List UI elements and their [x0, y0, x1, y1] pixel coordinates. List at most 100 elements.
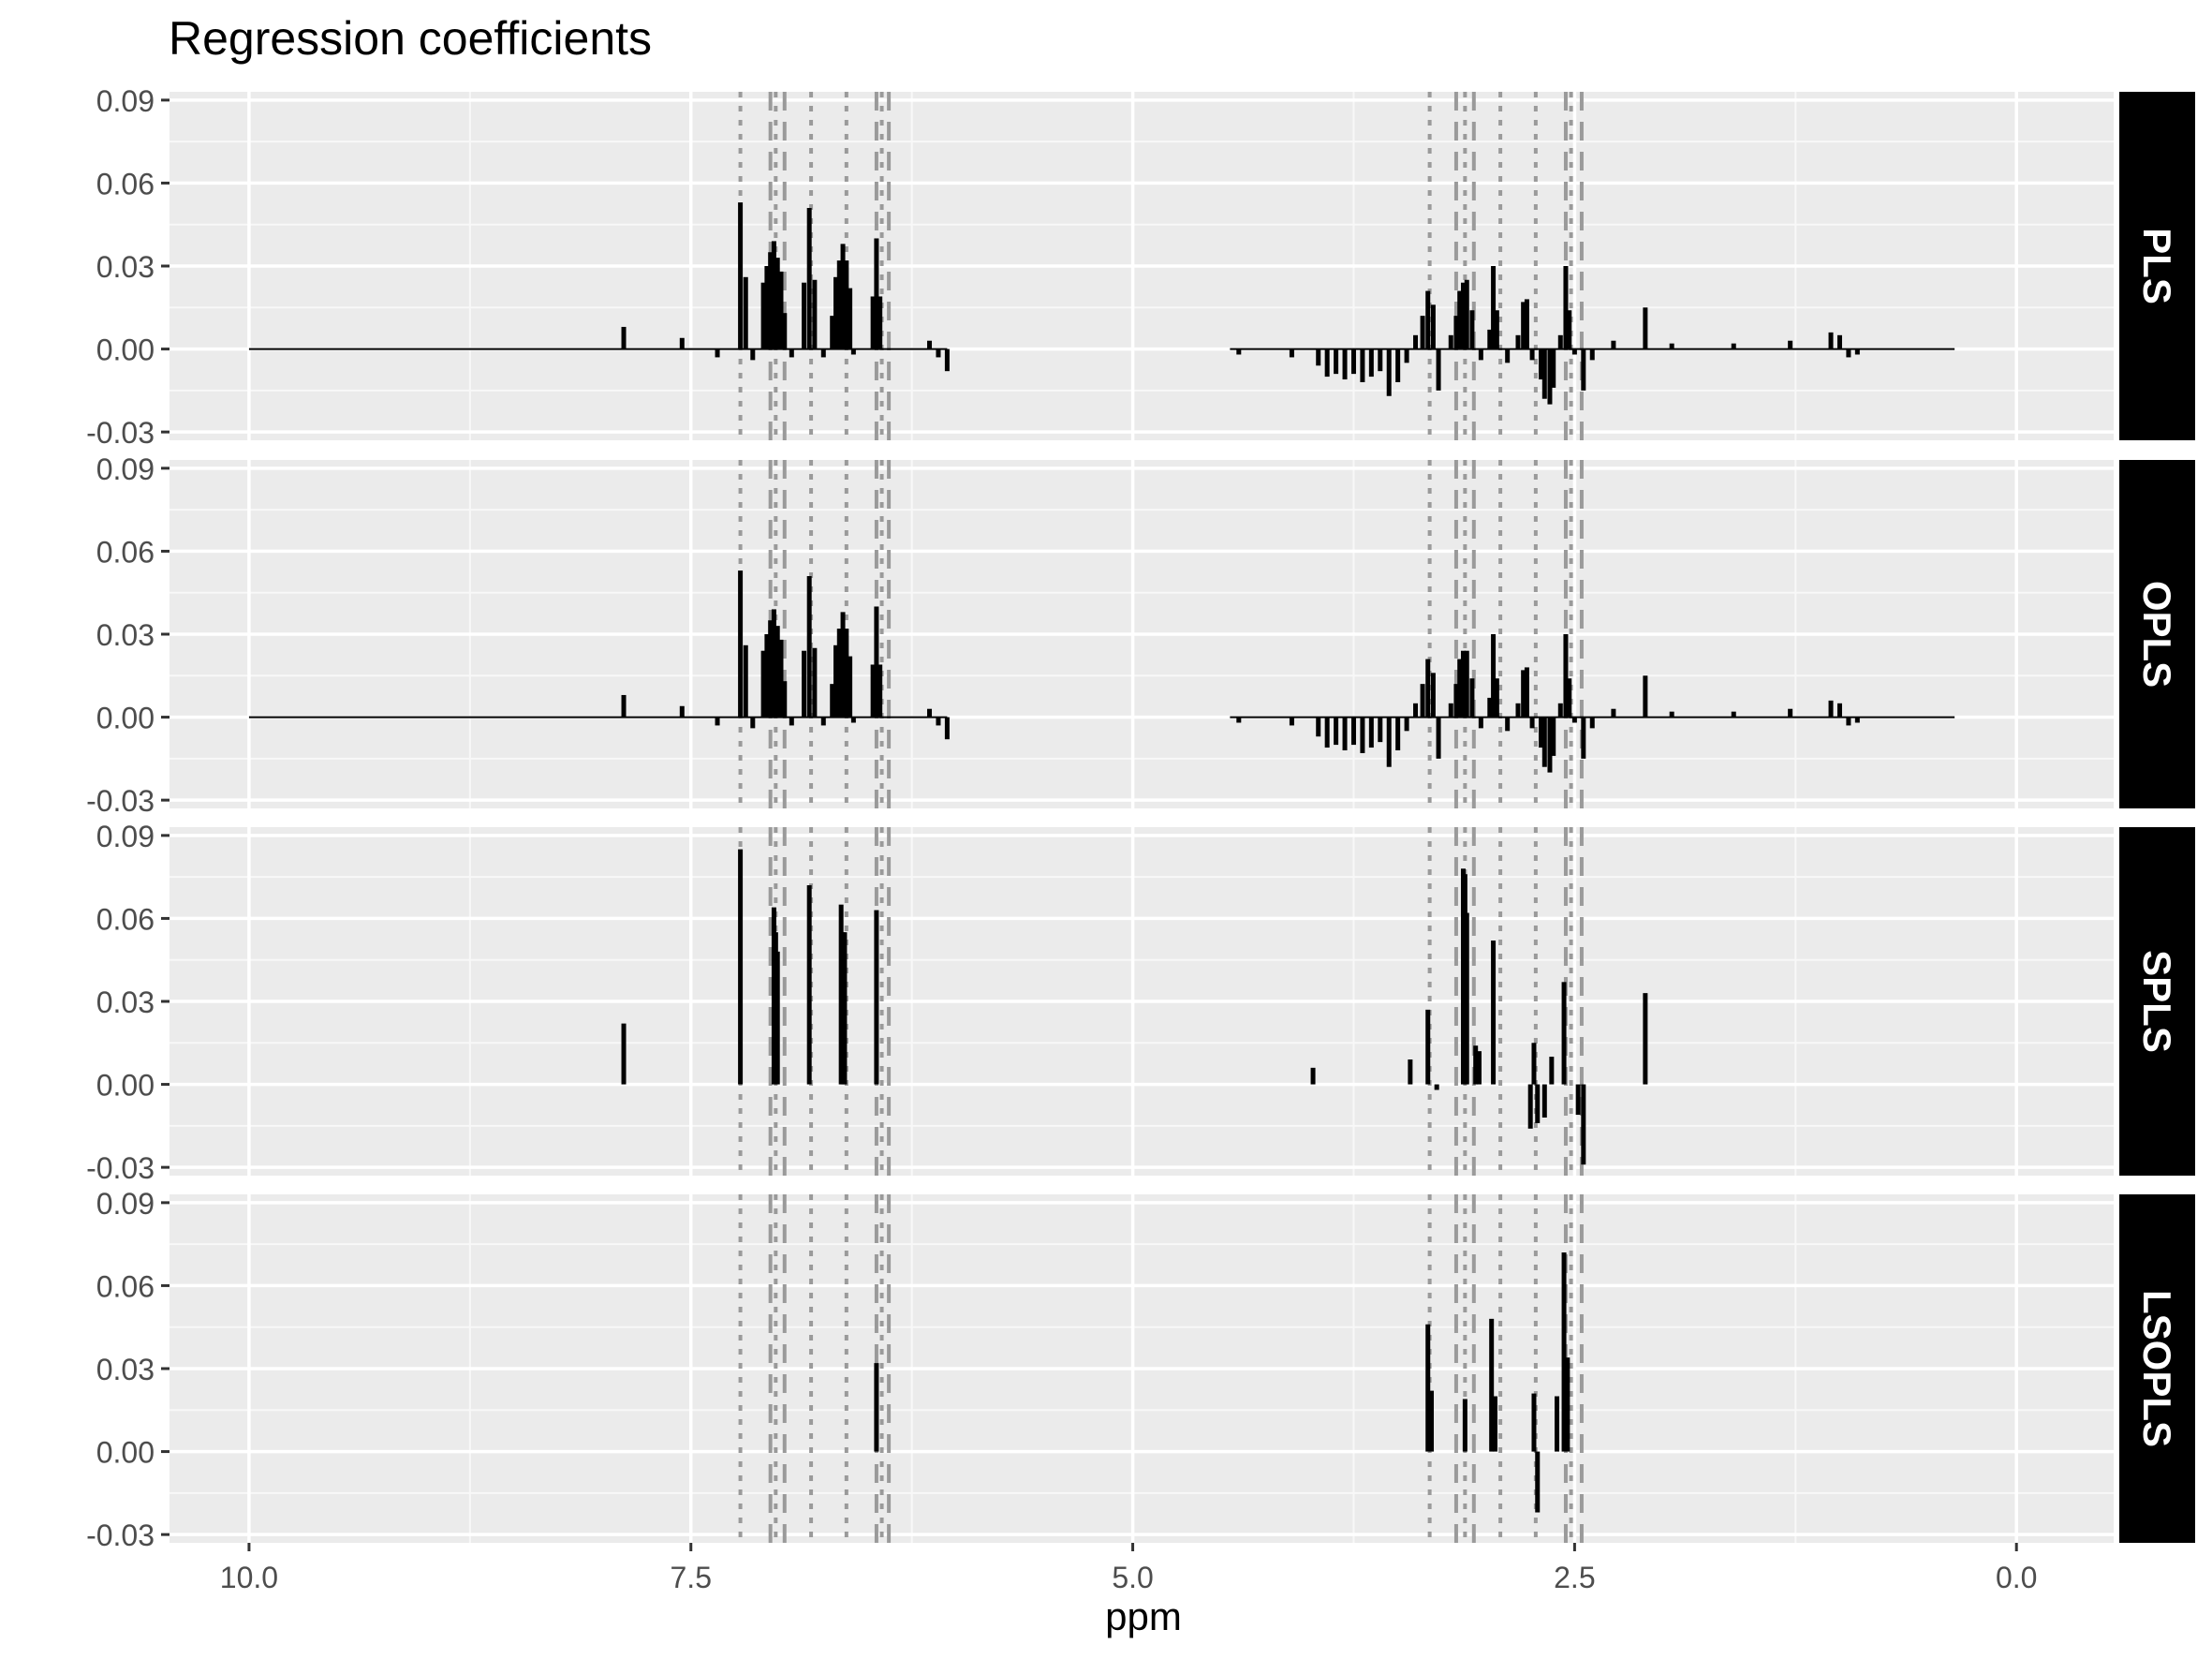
coefficient-bar — [743, 276, 748, 349]
coefficient-bar — [870, 664, 876, 718]
coefficient-bar — [1828, 700, 1834, 718]
coefficient-bar — [836, 629, 842, 718]
coefficient-bar — [1669, 343, 1674, 349]
facet-strip — [2119, 827, 2195, 1176]
coefficient-bar — [1492, 1396, 1497, 1452]
facet-panels: -0.03 0.00 0.03 0.06 0.09 PLS -0.03 0.00 0.03 0.0… — [86, 84, 2195, 1552]
coefficient-bar — [1386, 348, 1392, 396]
coefficient-bar — [1854, 717, 1860, 723]
coefficient-bar — [1541, 1084, 1547, 1118]
coefficient-bar — [1581, 348, 1586, 391]
coefficient-bar — [679, 705, 685, 718]
coefficient-bar — [1788, 708, 1793, 718]
y-tick-label: 0.06 — [96, 1269, 155, 1303]
coefficient-bar — [936, 348, 941, 358]
y-tick-label: 0.00 — [96, 1436, 155, 1470]
coefficient-bar — [1505, 348, 1511, 363]
y-tick-label: 0.00 — [96, 333, 155, 367]
coefficient-bar — [1527, 1084, 1533, 1129]
coefficient-bar — [789, 348, 794, 358]
coefficient-bar — [1404, 348, 1409, 363]
coefficient-bar — [1529, 717, 1535, 729]
coefficient-bar — [842, 932, 848, 1085]
y-tick-label: 0.09 — [96, 820, 155, 853]
y-tick-label: 0.06 — [96, 167, 155, 200]
coefficient-bar — [1473, 1045, 1479, 1085]
coefficient-bar — [1531, 1043, 1537, 1085]
coefficient-bar — [1565, 1357, 1571, 1452]
coefficient-bar — [1487, 697, 1493, 718]
coefficient-bar — [1464, 912, 1469, 1085]
coefficient-bar — [1386, 717, 1392, 767]
coefficient-bar — [1494, 310, 1499, 349]
y-tick-label: 0.09 — [96, 84, 155, 118]
coefficient-bar — [1413, 703, 1419, 718]
panel-opls: -0.03 0.00 0.03 0.06 0.09 OPLS — [86, 452, 2195, 818]
coefficient-bar — [738, 570, 744, 718]
coefficient-bar — [1360, 348, 1365, 382]
coefficient-bar — [870, 296, 876, 349]
coefficient-bar — [1436, 717, 1441, 759]
coefficient-bar — [1515, 334, 1521, 349]
coefficient-bar — [1836, 334, 1842, 349]
coefficient-bar — [874, 606, 879, 718]
coefficient-bar — [1731, 343, 1736, 349]
coefficient-bar — [1350, 717, 1356, 746]
coefficient-bar — [1342, 348, 1348, 380]
coefficient-bar — [1611, 708, 1616, 718]
coefficient-bar — [1515, 703, 1521, 718]
coefficient-bar — [774, 258, 780, 349]
chart-title: Regression coefficients — [169, 12, 652, 65]
coefficient-bar — [1846, 717, 1851, 726]
coefficient-bar — [1464, 279, 1469, 349]
coefficient-bar — [1316, 717, 1321, 737]
coefficient-bar — [874, 1363, 879, 1452]
coefficient-bar — [1334, 717, 1339, 746]
coefficient-bar — [944, 717, 950, 740]
coefficient-bar — [1669, 711, 1674, 718]
coefficient-bar — [1491, 266, 1497, 349]
coefficient-bar — [1360, 717, 1365, 753]
coefficient-bar — [802, 282, 807, 349]
coefficient-bar — [830, 316, 835, 349]
coefficient-bar — [1448, 703, 1453, 718]
panel-pls: -0.03 0.00 0.03 0.06 0.09 PLS — [86, 84, 2195, 450]
coefficient-bar — [874, 238, 879, 349]
coefficient-bar — [715, 348, 720, 358]
coefficient-bar — [812, 279, 818, 349]
panel-lsopls: -0.03 0.00 0.03 0.06 0.09 LSOPLS — [86, 1187, 2195, 1552]
coefficient-bar — [1575, 1084, 1581, 1116]
coefficient-bar — [782, 313, 788, 349]
coefficient-bar — [1378, 717, 1383, 743]
coefficient-bar — [1581, 1084, 1586, 1165]
y-tick-label: 0.06 — [96, 902, 155, 936]
coefficient-bar — [1489, 1318, 1495, 1452]
coefficient-bar — [1334, 348, 1339, 375]
coefficient-bar — [1316, 348, 1321, 366]
coefficient-bar — [1846, 348, 1851, 358]
coefficient-bar — [1561, 1252, 1567, 1452]
coefficient-bar — [1478, 717, 1483, 729]
coefficient-bar — [1289, 717, 1294, 726]
y-tick-label: 0.03 — [96, 618, 155, 652]
coefficient-bar — [760, 650, 766, 718]
coefficient-bar — [1324, 717, 1330, 748]
facet-strip — [2119, 1194, 2195, 1543]
coefficient-bar — [833, 644, 839, 718]
coefficient-bar — [1494, 678, 1499, 718]
coefficient-bar — [1476, 1051, 1482, 1085]
coefficient-bar — [1561, 982, 1567, 1085]
coefficient-bar — [1342, 717, 1348, 750]
coefficient-bar — [621, 694, 627, 718]
facet-strip — [2119, 92, 2195, 440]
coefficient-bar — [1430, 304, 1436, 349]
coefficient-bar — [1395, 348, 1401, 382]
coefficient-bar — [1425, 290, 1431, 349]
coefficient-bar — [1828, 332, 1834, 349]
coefficient-bar — [1460, 650, 1466, 718]
coefficient-bar — [1430, 673, 1436, 718]
coefficient-bar — [850, 348, 856, 355]
coefficient-bar — [1395, 717, 1401, 750]
coefficient-bar — [874, 910, 879, 1085]
